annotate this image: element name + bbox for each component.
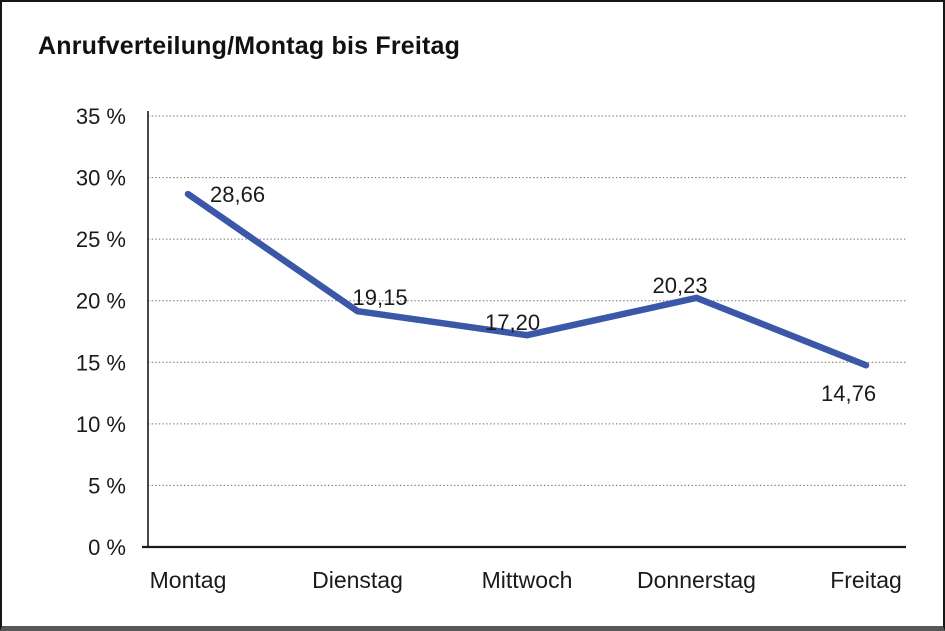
- chart-title: Anrufverteilung/Montag bis Freitag: [38, 32, 461, 60]
- x-category-label: Mittwoch: [482, 567, 573, 593]
- x-category-label: Dienstag: [312, 567, 403, 593]
- y-tick-label: 0 %: [88, 535, 126, 560]
- data-point-label: 19,15: [353, 285, 408, 310]
- y-tick-label: 15 %: [76, 350, 126, 375]
- x-category-label: Freitag: [830, 567, 902, 593]
- data-point-label: 17,20: [485, 310, 540, 335]
- x-category-label: Donnerstag: [637, 567, 756, 593]
- y-tick-label: 35 %: [76, 104, 126, 129]
- data-series-line: [184, 190, 870, 369]
- data-point-label: 28,66: [210, 182, 265, 207]
- y-tick-label: 20 %: [76, 289, 126, 314]
- x-category-label: Montag: [150, 567, 227, 593]
- data-point-label: 14,76: [821, 381, 876, 406]
- y-tick-label: 30 %: [76, 166, 126, 191]
- data-point-label: 20,23: [653, 273, 708, 298]
- y-tick-label: 25 %: [76, 227, 126, 252]
- y-tick-label: 10 %: [76, 412, 126, 437]
- y-tick-label: 5 %: [88, 473, 126, 498]
